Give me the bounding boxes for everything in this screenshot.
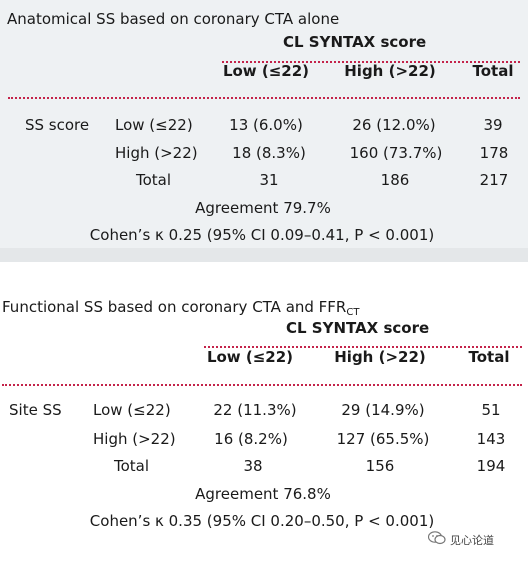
table-2-cell: 156 bbox=[365, 457, 395, 475]
table-2-col-low: Low (≤22) bbox=[206, 348, 294, 366]
watermark: 见心论道 bbox=[427, 530, 494, 549]
table-1-cell: 26 (12.0%) bbox=[352, 116, 436, 134]
table-2-body-rule bbox=[2, 384, 522, 386]
table-1-col-low: Low (≤22) bbox=[222, 62, 310, 80]
table-2-header-rule bbox=[204, 346, 522, 348]
table-1-col-total: Total bbox=[472, 62, 514, 80]
table-1-group-header: CL SYNTAX score bbox=[283, 33, 427, 51]
table-2-cell: 22 (11.3%) bbox=[213, 401, 297, 419]
wechat-icon bbox=[427, 530, 446, 549]
table-2-agreement: Agreement 76.8% bbox=[195, 485, 331, 503]
table-1-cell: 39 bbox=[483, 116, 503, 134]
table-1-cell: 31 bbox=[259, 171, 279, 189]
table-1-cell: 160 (73.7%) bbox=[349, 144, 443, 162]
table-1-panel: Anatomical SS based on coronary CTA alon… bbox=[0, 0, 528, 248]
table-1-agreement: Agreement 79.7% bbox=[195, 199, 331, 217]
table-1-row-group-label: SS score bbox=[25, 116, 90, 134]
table-1-col-high: High (>22) bbox=[344, 62, 436, 80]
table-2-cell: 143 bbox=[476, 430, 506, 448]
table-2-row-low-label: Low (≤22) bbox=[93, 401, 171, 419]
table-2-col-total: Total bbox=[468, 348, 510, 366]
table-1-cell: 186 bbox=[380, 171, 410, 189]
watermark-text: 见心论道 bbox=[450, 533, 494, 547]
table-2-kappa: Cohen’s κ 0.35 (95% CI 0.20–0.50, P < 0.… bbox=[89, 512, 435, 530]
section-divider bbox=[0, 248, 528, 262]
table-2-title: Functional SS based on coronary CTA and … bbox=[2, 298, 360, 318]
table-2-cell: 38 bbox=[243, 457, 263, 475]
table-2-cell: 127 (65.5%) bbox=[336, 430, 430, 448]
table-1-row-high-label: High (>22) bbox=[115, 144, 198, 162]
table-2-cell: 16 (8.2%) bbox=[214, 430, 288, 448]
table-1-title: Anatomical SS based on coronary CTA alon… bbox=[7, 10, 340, 28]
table-2-group-header: CL SYNTAX score bbox=[286, 319, 430, 337]
table-1-cell: 18 (8.3%) bbox=[232, 144, 306, 162]
table-1-row-low-label: Low (≤22) bbox=[115, 116, 193, 134]
table-2-cell: 29 (14.9%) bbox=[341, 401, 425, 419]
table-2-row-group-label: Site SS bbox=[9, 401, 62, 419]
table-2-col-high: High (>22) bbox=[334, 348, 426, 366]
table-2-row-high-label: High (>22) bbox=[93, 430, 176, 448]
table-1-cell: 13 (6.0%) bbox=[229, 116, 303, 134]
table-1-kappa: Cohen’s κ 0.25 (95% CI 0.09–0.41, P < 0.… bbox=[89, 226, 435, 244]
table-2-cell: 194 bbox=[476, 457, 506, 475]
table-2-row-total-label: Total bbox=[114, 457, 150, 475]
table-1-cell: 178 bbox=[479, 144, 509, 162]
table-1-body-rule bbox=[8, 97, 520, 99]
table-1-row-total-label: Total bbox=[136, 171, 172, 189]
table-1-cell: 217 bbox=[479, 171, 509, 189]
table-2-cell: 51 bbox=[481, 401, 501, 419]
table-1-header-rule bbox=[222, 61, 520, 63]
